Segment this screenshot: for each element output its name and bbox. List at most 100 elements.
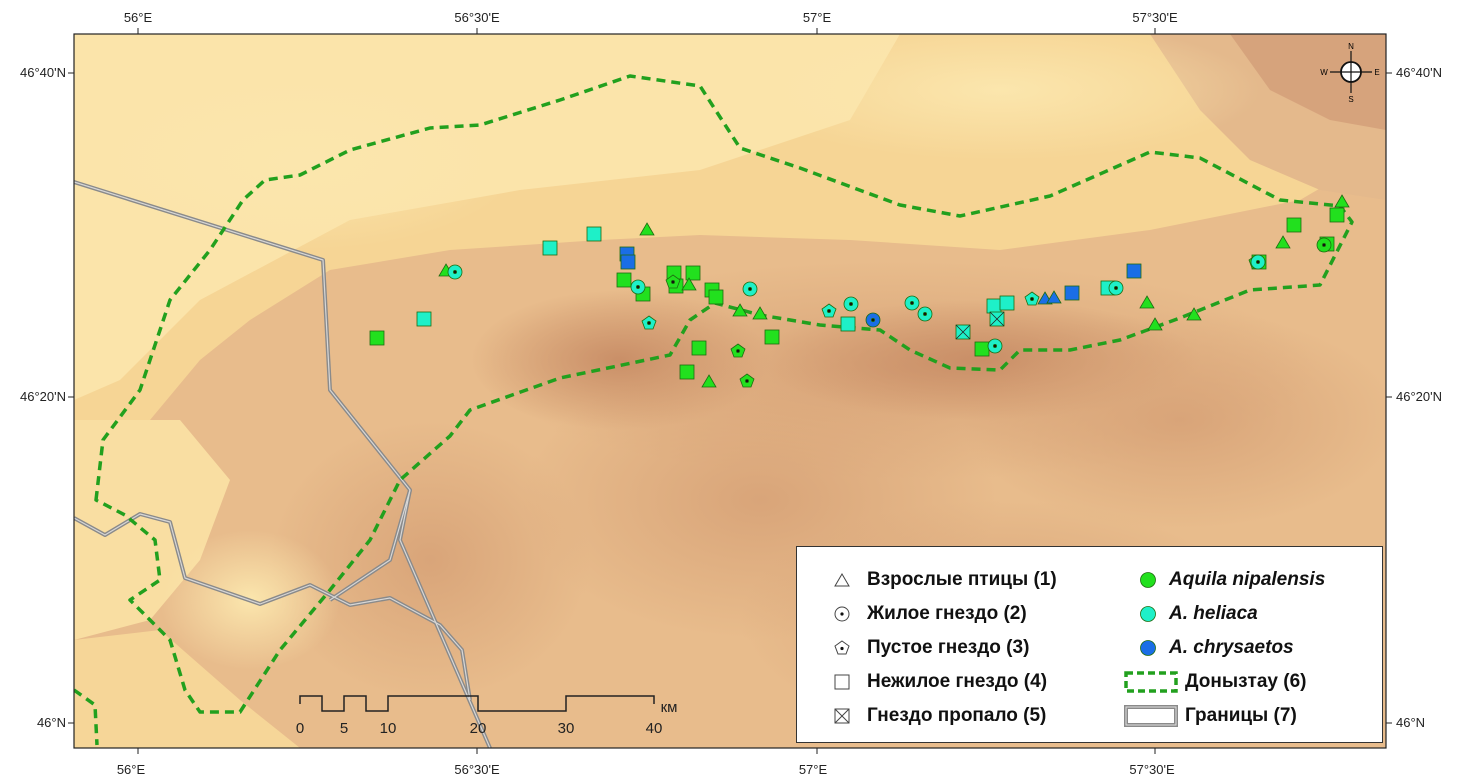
graticule-ticks (68, 28, 1392, 754)
scale-label: 20 (470, 720, 487, 737)
marker-nipalensis-uninhabited (1286, 217, 1302, 233)
lon-label-top: 57°E (803, 10, 832, 25)
marker-heliaca-occupied-nest (987, 338, 1003, 354)
compass-e: E (1374, 68, 1379, 77)
marker-heliaca-uninhabited (416, 311, 432, 327)
legend-label: Нежилое гнездо (4) (867, 671, 1048, 692)
marker-nipalensis-adult (732, 303, 748, 317)
cyan-circle-icon (1135, 601, 1161, 627)
legend-item-uninhabited: Нежилое гнездо (4) (829, 667, 1047, 697)
circle-dot-icon (829, 601, 855, 627)
marker-nipalensis-uninhabited (691, 340, 707, 356)
legend-label: Aquila nipalensis (1169, 569, 1326, 590)
legend-item-occupied: Жилое гнездо (2) (829, 599, 1027, 629)
scale-label: 5 (340, 720, 348, 737)
marker-heliaca-lost-nest (989, 311, 1005, 327)
marker-heliaca-occupied-nest (917, 306, 933, 322)
scale-bar (299, 695, 655, 712)
marker-heliaca-uninhabited (986, 298, 1002, 314)
lat-label-right: 46°20'N (1396, 389, 1442, 404)
legend-label: Границы (7) (1185, 705, 1297, 726)
compass-rose-icon: N S E W (1320, 42, 1379, 104)
square-cross-icon (829, 703, 855, 729)
legend-item-chrysaetos: A. chrysaetos (1135, 633, 1294, 663)
marker-nipalensis-adult (1275, 235, 1291, 249)
lat-label-left: 46°40'N (20, 65, 66, 80)
legend-label: Гнездо пропало (5) (867, 705, 1047, 726)
border-rect-icon (1123, 703, 1179, 729)
legend-item-heliaca: A. heliaca (1135, 599, 1258, 629)
lat-label-right: 46°N (1396, 715, 1425, 730)
marker-heliaca-empty-nest (641, 315, 657, 330)
lat-label-left: 46°20'N (20, 389, 66, 404)
marker-heliaca-uninhabited (586, 226, 602, 242)
lon-label-top: 56°30'E (454, 10, 500, 25)
square-outline-icon (829, 669, 855, 695)
marker-nipalensis-empty-nest (739, 373, 755, 388)
lon-label-bottom: 57°30'E (1129, 762, 1175, 777)
lon-label-bottom: 57°E (799, 762, 828, 777)
scale-label: 0 (296, 720, 304, 737)
marker-nipalensis-uninhabited (1329, 207, 1345, 223)
legend-label: Донызтау (6) (1185, 671, 1307, 692)
marker-nipalensis-adult (1147, 317, 1163, 331)
lon-label-top: 56°E (124, 10, 153, 25)
observation-markers (369, 194, 1350, 388)
terrain-relief (74, 34, 1386, 748)
legend-item-adults: Взрослые птицы (1) (829, 565, 1057, 595)
marker-nipalensis-uninhabited (685, 265, 701, 281)
compass-n: N (1348, 42, 1354, 51)
legend-label: A. heliaca (1169, 603, 1258, 624)
lon-label-bottom: 56°30'E (454, 762, 500, 777)
marker-heliaca-uninhabited (999, 295, 1015, 311)
green-circle-icon (1135, 567, 1161, 593)
legend-label: Жилое гнездо (2) (867, 603, 1027, 624)
marker-heliaca-occupied-nest (630, 279, 646, 295)
marker-chrysaetos-uninhabited (1064, 285, 1080, 301)
legend-item-lost: Гнездо пропало (5) (829, 701, 1046, 731)
marker-chrysaetos-adult (1046, 290, 1062, 304)
marker-heliaca-occupied-nest (1250, 254, 1266, 270)
marker-nipalensis-adult (752, 306, 768, 320)
map-frame (73, 33, 1387, 749)
compass-w: W (1320, 68, 1328, 77)
triangle-outline-icon (829, 567, 855, 593)
marker-nipalensis-adult (639, 222, 655, 236)
marker-nipalensis-adult (701, 374, 717, 388)
marker-nipalensis-uninhabited (616, 272, 632, 288)
scale-label: 30 (558, 720, 575, 737)
lat-label-left: 46°N (37, 715, 66, 730)
marker-nipalensis-adult (1334, 194, 1350, 208)
donyztau-boundary (74, 74, 1354, 746)
marker-nipalensis-adult (1139, 295, 1155, 309)
marker-heliaca-occupied-nest (904, 295, 920, 311)
marker-heliaca-uninhabited (542, 240, 558, 256)
legend-item-borders: Границы (7) (1123, 701, 1297, 731)
lat-label-right: 46°40'N (1396, 65, 1442, 80)
marker-chrysaetos-uninhabited (1126, 263, 1142, 279)
legend-label: Взрослые птицы (1) (867, 569, 1057, 590)
lon-label-top: 57°30'E (1132, 10, 1178, 25)
legend-label: A. chrysaetos (1169, 637, 1294, 658)
pentagon-dot-icon (829, 635, 855, 661)
dashed-rect-icon (1123, 669, 1179, 695)
marker-nipalensis-occupied-nest (1316, 237, 1332, 253)
scale-label: 40 (646, 720, 663, 737)
marker-nipalensis-uninhabited (974, 341, 990, 357)
map-legend: Взрослые птицы (1) Жилое гнездо (2) Пуст… (796, 546, 1383, 743)
marker-nipalensis-uninhabited (369, 330, 385, 346)
marker-nipalensis-uninhabited (708, 289, 724, 305)
marker-heliaca-lost-nest (955, 324, 971, 340)
marker-heliaca-empty-nest (821, 303, 837, 318)
marker-chrysaetos-uninhabited (620, 254, 636, 270)
legend-item-nipalensis: Aquila nipalensis (1135, 565, 1325, 595)
marker-heliaca-occupied-nest (843, 296, 859, 312)
scale-label: 10 (380, 720, 397, 737)
marker-nipalensis-uninhabited (764, 329, 780, 345)
legend-item-empty: Пустое гнездо (3) (829, 633, 1029, 663)
marker-nipalensis-adult (681, 277, 697, 291)
marker-heliaca-uninhabited (840, 316, 856, 332)
scale-unit: км (661, 699, 678, 716)
marker-heliaca-occupied-nest (447, 264, 463, 280)
